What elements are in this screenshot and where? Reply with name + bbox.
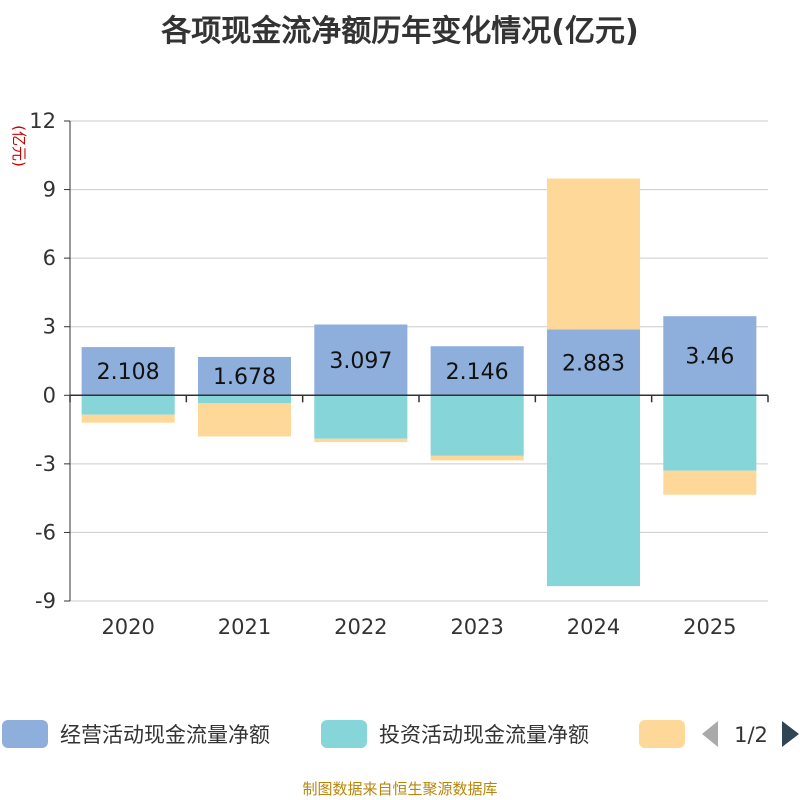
bar-operating	[81, 347, 175, 396]
bar-financing	[81, 414, 175, 423]
bar-operating	[663, 316, 757, 396]
x-tick-label: 2022	[334, 615, 387, 639]
x-tick-label: 2020	[101, 615, 154, 639]
legend-swatch	[321, 720, 367, 748]
bar-value-label: 3.46	[685, 345, 734, 370]
pager-text: 1/2	[734, 723, 768, 747]
y-tick-label: -3	[35, 452, 56, 476]
legend-label: 经营活动现金流量净额	[60, 723, 270, 747]
bar-investing	[197, 395, 292, 404]
bar-operating	[197, 356, 292, 396]
legend-swatch	[2, 720, 48, 748]
bar-operating	[546, 329, 641, 396]
y-tick-label: 9	[43, 178, 56, 202]
y-tick-label: 0	[43, 383, 56, 407]
bar-financing	[430, 455, 524, 461]
bar-value-label: 2.883	[562, 351, 625, 376]
bar-financing	[546, 178, 641, 330]
legend-label: 投资活动现金流量净额	[379, 723, 589, 747]
data-source-note: 制图数据来自恒生聚源数据库	[302, 780, 498, 798]
bar-investing	[546, 395, 641, 587]
next-page-arrow-icon[interactable]	[782, 721, 799, 747]
bar-investing	[81, 395, 175, 415]
y-axis-label: (亿元)	[10, 125, 28, 167]
bar-investing	[314, 395, 408, 439]
y-tick-label: 6	[43, 246, 56, 270]
chart-title: 各项现金流净额历年变化情况(亿元)	[161, 14, 639, 49]
bar-value-label: 2.108	[97, 360, 160, 385]
bar-investing	[430, 395, 524, 456]
prev-page-arrow-icon[interactable]	[702, 721, 718, 747]
bar-financing	[663, 470, 757, 495]
bar-investing	[663, 395, 757, 471]
legend-investing[interactable]: 投资活动现金流量净额	[321, 720, 589, 748]
y-tick-label: 12	[29, 109, 56, 133]
x-tick-label: 2021	[218, 615, 271, 639]
bar-value-label: 1.678	[213, 365, 276, 390]
bar-operating	[430, 346, 524, 396]
bar-value-label: 2.146	[446, 360, 509, 385]
y-tick-label: -6	[35, 520, 56, 544]
x-tick-label: 2025	[683, 615, 736, 639]
legend-operating[interactable]: 经营活动现金流量净额	[2, 720, 270, 748]
bar-financing	[197, 403, 292, 437]
x-tick-label: 2024	[567, 615, 620, 639]
bar-operating	[314, 324, 408, 396]
y-tick-label: -9	[35, 589, 56, 613]
y-tick-label: 3	[43, 315, 56, 339]
bar-value-label: 3.097	[329, 349, 392, 374]
bar-financing	[314, 438, 408, 443]
legend-financing[interactable]	[639, 720, 685, 748]
x-tick-label: 2023	[450, 615, 503, 639]
legend-swatch	[639, 720, 685, 748]
